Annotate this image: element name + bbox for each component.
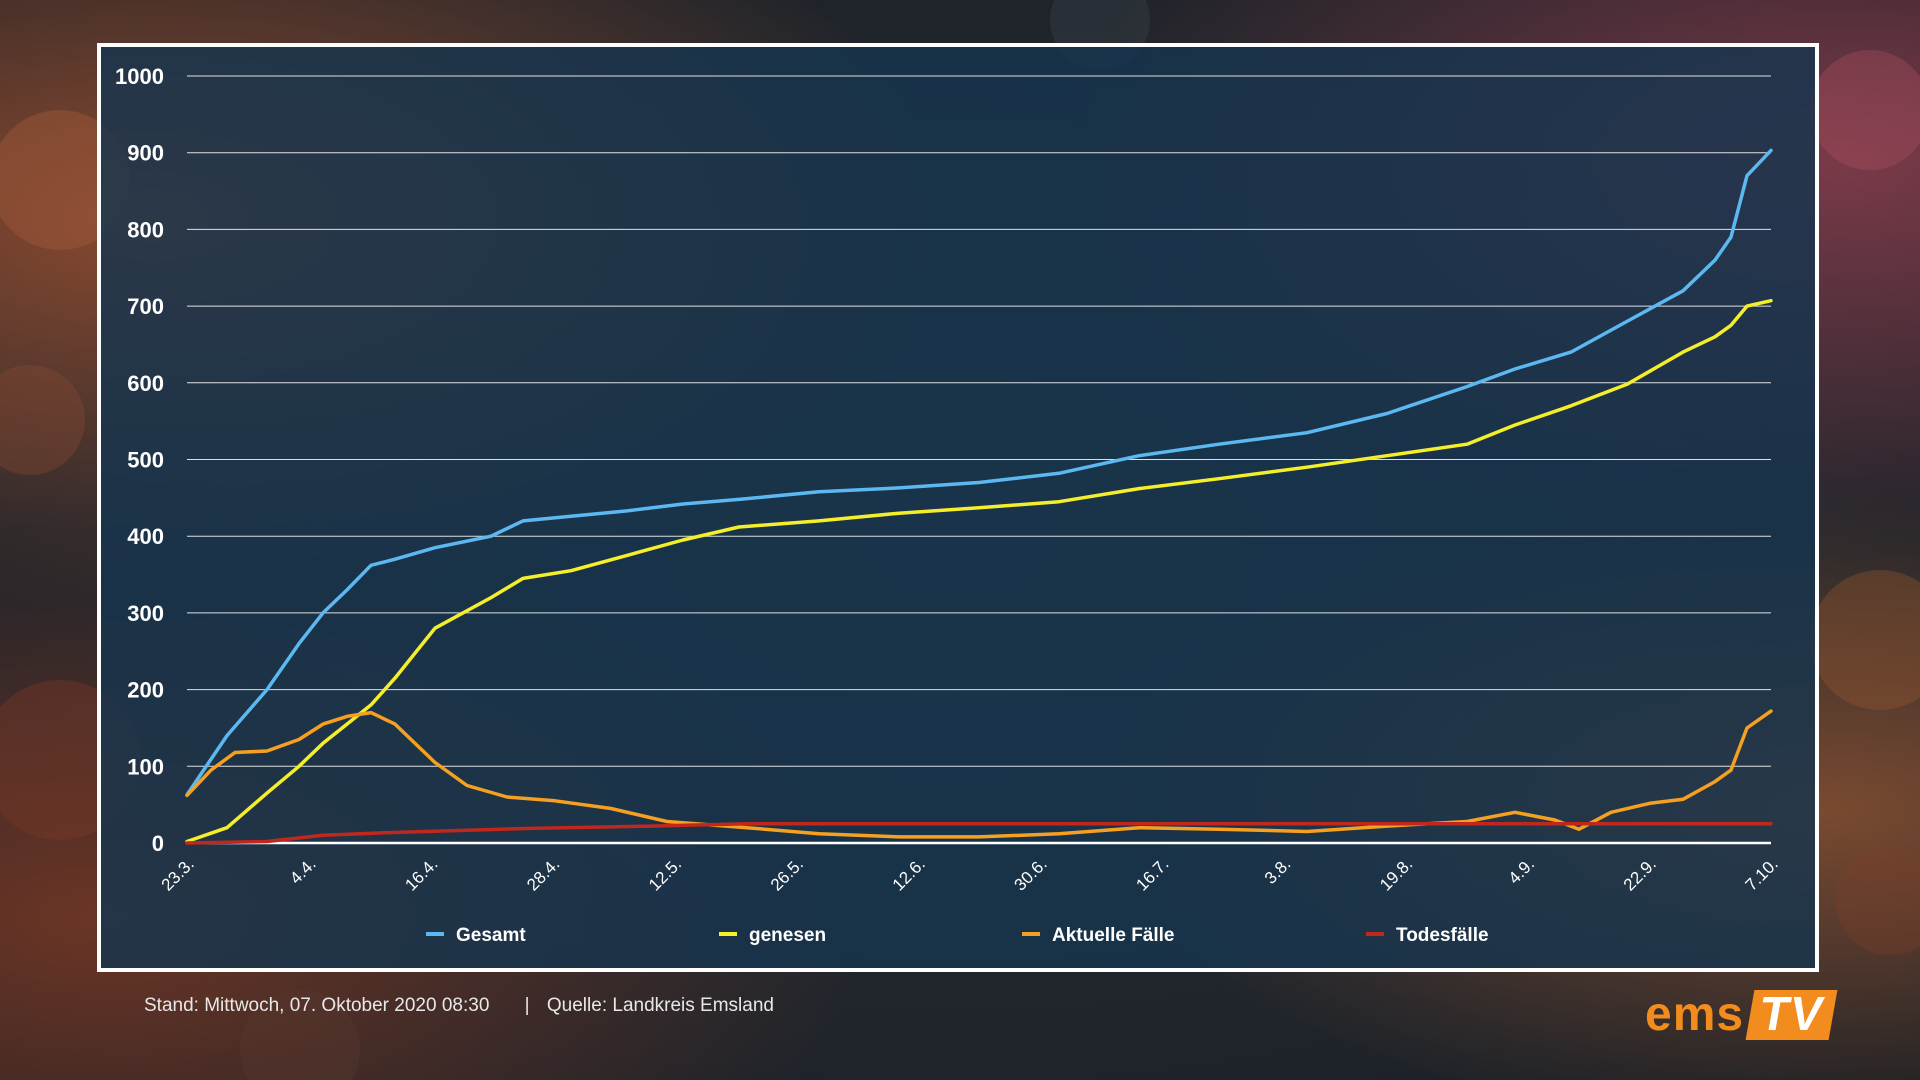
y-tick-label: 500 [127, 448, 164, 473]
y-tick-label: 1000 [115, 64, 164, 89]
footer-info: Stand: Mittwoch, 07. Oktober 2020 08:30 … [144, 995, 774, 1017]
stand-label: Stand: [144, 995, 199, 1016]
legend: Gesamt genesen Aktuelle Fälle Todesfälle [426, 925, 1489, 946]
line-chart: 0 100 200 300 400 500 600 700 800 900 1000 23.3. 4.… [115, 64, 1782, 946]
y-tick-label: 700 [127, 294, 164, 319]
series-line-Todesfälle [185, 822, 1773, 845]
x-tick-label: 22.9. [1620, 854, 1660, 894]
logo-tv-text: TV [1745, 988, 1838, 1041]
x-tick-label: 4.4. [286, 854, 319, 887]
x-tick-label: 12.5. [645, 854, 685, 894]
y-tick-label: 0 [152, 831, 164, 856]
series-line-genesen [185, 298, 1773, 844]
x-tick-label: 19.8. [1376, 854, 1416, 894]
gridlines [187, 75, 1771, 845]
x-tick-label: 7.10. [1742, 854, 1782, 894]
y-tick-label: 400 [127, 524, 164, 549]
chart-panel: 0 100 200 300 400 500 600 700 800 900 1000 23.3. 4.… [97, 43, 1819, 972]
x-tick-label: 4.9. [1505, 854, 1538, 887]
series-lines [185, 148, 1773, 845]
stand-value: Mittwoch, 07. Oktober 2020 08:30 [204, 995, 490, 1016]
x-tick-label: 23.3. [158, 854, 198, 894]
legend-label: genesen [749, 925, 826, 946]
y-tick-label: 600 [127, 371, 164, 396]
x-tick-label: 3.8. [1261, 854, 1294, 887]
logo-ems-text: ems [1645, 988, 1745, 1041]
series-line-Aktuelle Fälle [185, 709, 1773, 839]
y-tick-label: 300 [127, 601, 164, 626]
legend-label: Todesfälle [1396, 925, 1489, 946]
legend-label: Gesamt [456, 925, 526, 946]
x-tick-label: 16.4. [401, 854, 441, 894]
x-tick-label: 16.7. [1132, 854, 1172, 894]
legend-label: Aktuelle Fälle [1052, 925, 1175, 946]
footer-separator: | [524, 995, 530, 1016]
series-line-Gesamt [185, 148, 1773, 797]
x-tick-label: 12.6. [889, 854, 929, 894]
y-tick-label: 200 [127, 678, 164, 703]
x-tick-label: 26.5. [767, 854, 807, 894]
ems-tv-logo: ems TV [1645, 988, 1838, 1041]
y-tick-label: 800 [127, 217, 164, 242]
x-tick-label: 28.4. [523, 854, 563, 894]
source-label: Quelle: [546, 995, 608, 1016]
y-axis-ticks: 0 100 200 300 400 500 600 700 800 900 1000 [115, 64, 164, 856]
y-tick-label: 900 [127, 141, 164, 166]
y-tick-label: 100 [127, 754, 164, 779]
x-tick-label: 30.6. [1011, 854, 1051, 894]
x-axis-ticks: 23.3. 4.4. 16.4. 28.4. 12.5. 26.5. 12.6. 30.6. 1… [158, 854, 1782, 894]
source-value: Landkreis Emsland [612, 995, 774, 1016]
